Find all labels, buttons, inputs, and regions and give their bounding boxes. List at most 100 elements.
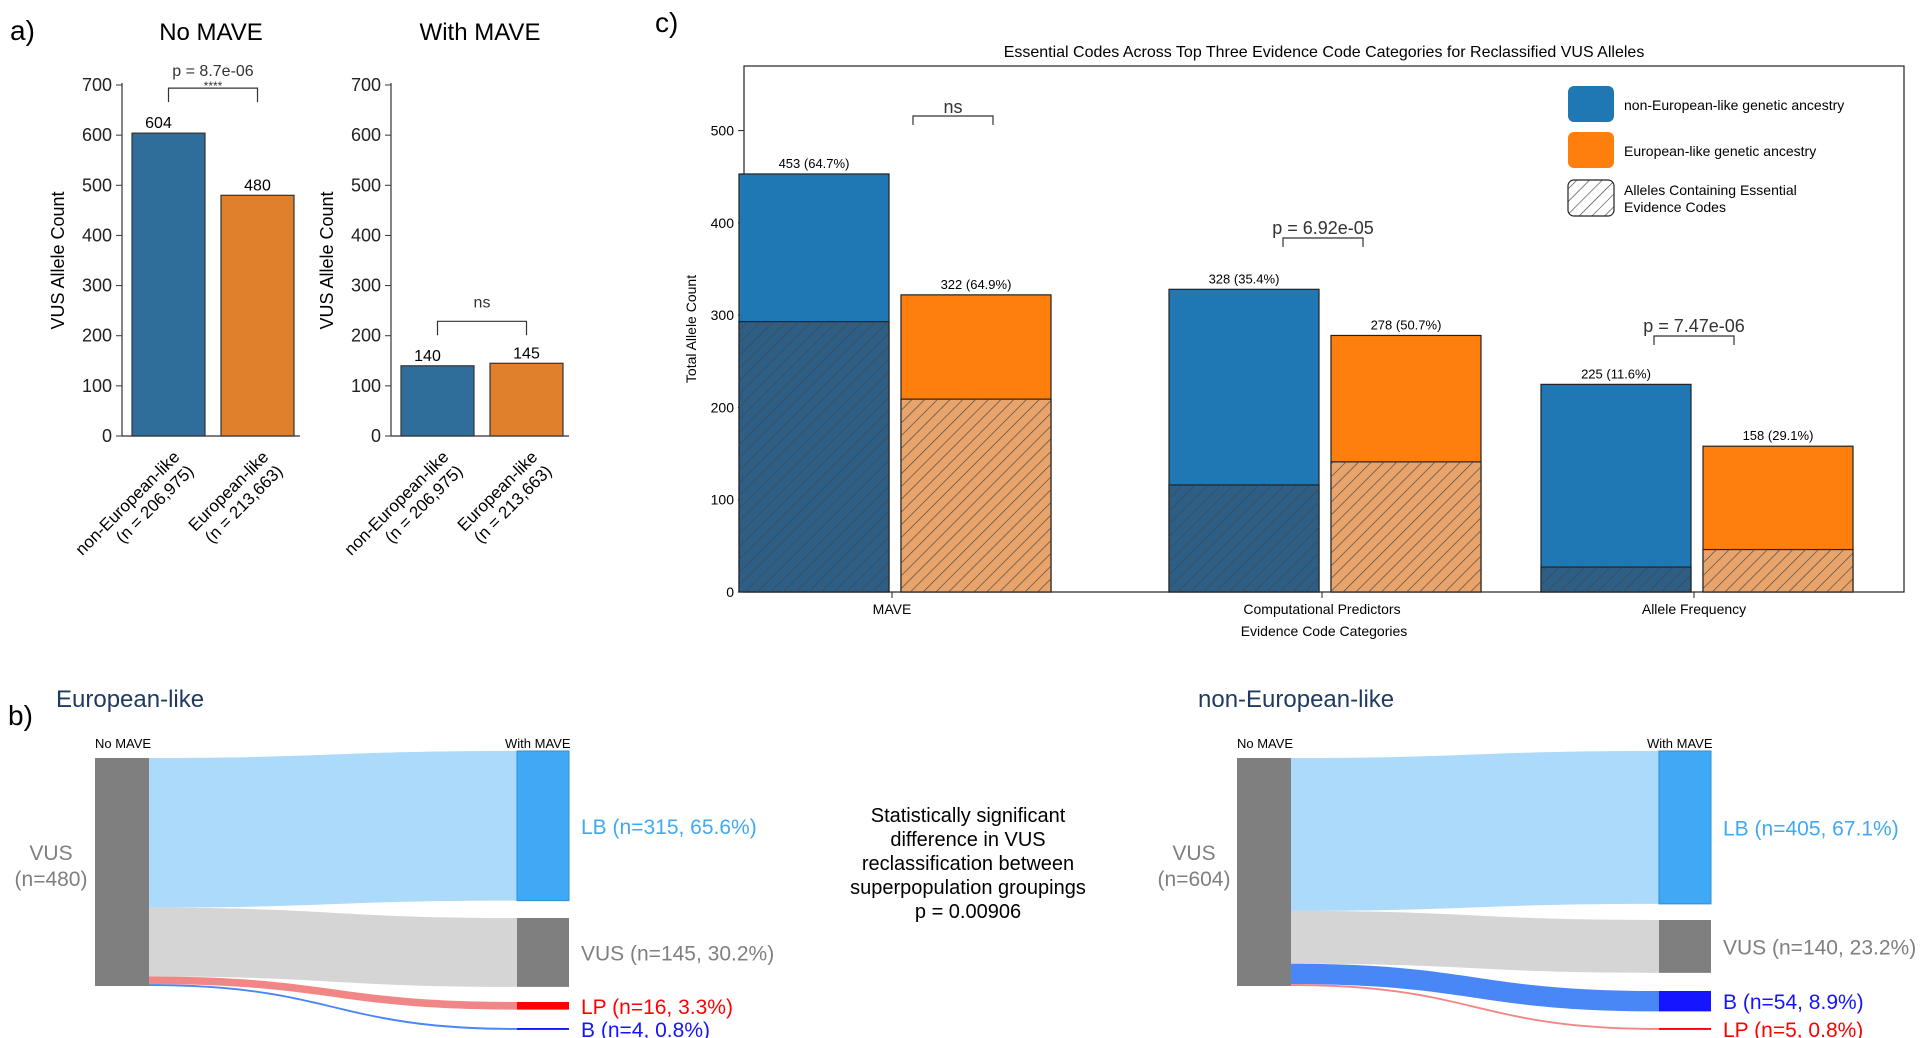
no-mave-bar-1 xyxy=(220,194,295,437)
c-y-tick-label: 0 xyxy=(726,584,734,600)
with-mave-y-tick-label: 100 xyxy=(351,376,381,396)
b-non-european-node-lp xyxy=(1659,1028,1711,1030)
with-mave-y-tick-label: 600 xyxy=(351,125,381,145)
with-mave-y-tick-label: 500 xyxy=(351,175,381,195)
b-non-european-flow-vus xyxy=(1291,910,1659,973)
c-essential-hatch-1-0 xyxy=(1169,484,1319,592)
b-non-european-label-b: B (n=54, 8.9%) xyxy=(1723,991,1864,1014)
c-bar-2-0 xyxy=(1540,383,1692,593)
c-title: Essential Codes Across Top Three Evidenc… xyxy=(1004,44,1645,61)
c-x-tick-label: Computational Predictors xyxy=(1243,601,1400,617)
b-european-label-lb: LB (n=315, 65.6%) xyxy=(581,816,757,839)
b-non-european-flow-lb xyxy=(1291,751,1659,911)
c-ns-label: ns xyxy=(943,97,962,117)
b-european-node-lb xyxy=(516,750,570,902)
c-essential-hatch-0-1 xyxy=(901,399,1051,592)
c-legend-swatch-1 xyxy=(1568,132,1614,168)
no-mave-p-value: p = 8.7e-06 xyxy=(172,63,254,80)
european-sankey: European-like No MAVE With MAVE LB (n=315, … xyxy=(15,686,775,1038)
b-european-left-header: No MAVE xyxy=(95,736,151,751)
b-non-european-node-lb xyxy=(1658,750,1712,905)
b-non-european-source-label: VUS (n=604) xyxy=(1158,842,1231,891)
no-mave-bar-label-0: 604 xyxy=(145,115,172,132)
c-legend-swatch-0 xyxy=(1568,86,1614,122)
c-x-tick-label: Allele Frequency xyxy=(1642,601,1746,617)
no-mave-y-tick-label: 300 xyxy=(82,276,112,296)
no-mave-stars: **** xyxy=(204,79,223,93)
b-non-european-node-b xyxy=(1659,991,1711,1012)
c-essential-hatch-2-1 xyxy=(1703,549,1853,592)
with-mave-bar-label-1: 145 xyxy=(513,345,540,362)
b-european-label-b: B (n=4, 0.8%) xyxy=(581,1019,710,1038)
c-legend-label-hatch: Alleles Containing Essential Evidence Cod… xyxy=(1624,182,1797,215)
c-y-label: Total Allele Count xyxy=(683,275,699,383)
with-mave-y-tick-label: 200 xyxy=(351,326,381,346)
c-p-af-label: p = 7.47e-06 xyxy=(1643,316,1745,336)
b-non-european-left-header: No MAVE xyxy=(1237,736,1293,751)
b-non-european-node-vus xyxy=(1659,920,1711,973)
with-mave-significance-bracket xyxy=(436,320,528,336)
c-p-af-bracket xyxy=(1653,335,1735,345)
no-mave-y-tick-label: 200 xyxy=(82,326,112,346)
b-european-flow-lp xyxy=(149,976,517,1010)
c-bar-label-2-1: 158 (29.1%) xyxy=(1743,428,1814,443)
center-note-line-1: Statistically significant xyxy=(871,805,1066,827)
no-mave-significance-bracket xyxy=(167,87,259,103)
c-x-label: Evidence Code Categories xyxy=(1241,623,1408,639)
c-legend-label-0: non-European-like genetic ancestry xyxy=(1624,97,1844,113)
with-mave-y-tick-label: 0 xyxy=(371,426,381,446)
c-p-mave-comp-label: p = 6.92e-05 xyxy=(1272,218,1374,238)
non-european-sankey: non-European-like No MAVE With MAVE LB (n=4… xyxy=(1158,686,1917,1038)
no-mave-x-tick-label-1: European-like(n = 213,663) xyxy=(185,447,287,549)
b-non-european-label-vus: VUS (n=140, 23.2%) xyxy=(1723,936,1916,959)
no-mave-title: No MAVE xyxy=(159,19,263,46)
b-european-flow-lb xyxy=(149,751,517,908)
c-y-tick-label: 200 xyxy=(711,399,735,415)
no-mave-y-tick-label: 0 xyxy=(102,426,112,446)
with-mave-y-tick-label: 400 xyxy=(351,225,381,245)
no-mave-y-tick-label: 700 xyxy=(82,75,112,95)
c-essential-hatch-2-0 xyxy=(1541,567,1691,592)
with-mave-bar-0 xyxy=(400,365,475,437)
no-mave-bar-label-1: 480 xyxy=(244,177,271,194)
c-legend-label-1: European-like genetic ancestry xyxy=(1624,143,1816,159)
c-x-tick-label: MAVE xyxy=(873,601,912,617)
c-essential-hatch-0-0 xyxy=(739,321,889,592)
with-mave-bar-1 xyxy=(489,362,564,437)
c-bar-label-0-0: 453 (64.7%) xyxy=(779,156,850,171)
panel-label-c: c) xyxy=(655,7,678,38)
with-mave-x-tick-label-0: non-European-like(n = 206,975) xyxy=(341,447,467,573)
center-note-line-5: p = 0.00906 xyxy=(915,901,1021,923)
no-mave-y-label: VUS Allele Count xyxy=(48,191,68,329)
c-y-tick-label: 500 xyxy=(711,123,735,139)
with-mave-y-label: VUS Allele Count xyxy=(317,191,337,329)
with-mave-y-tick-label: 300 xyxy=(351,276,381,296)
b-non-european-flow-b xyxy=(1291,963,1659,1012)
b-european-label-lp: LP (n=16, 3.3%) xyxy=(581,996,733,1019)
no-mave-bar-chart: No MAVE 0 100 200 300 400 500 600 700 VUS Allele … xyxy=(48,19,300,559)
b-european-node-lp xyxy=(517,1002,569,1010)
with-mave-bar-label-0: 140 xyxy=(414,348,441,365)
b-non-european-right-header: With MAVE xyxy=(1647,736,1713,751)
panel-label-a: a) xyxy=(10,15,35,46)
b-european-node-b xyxy=(517,1028,569,1030)
c-y-tick-label: 100 xyxy=(711,492,735,508)
panel-label-b: b) xyxy=(8,700,33,731)
c-legend-swatch-hatch xyxy=(1567,179,1615,217)
no-mave-bar-0 xyxy=(131,132,206,437)
c-bar-label-1-1: 278 (50.7%) xyxy=(1371,317,1442,332)
no-mave-y-tick-label: 100 xyxy=(82,376,112,396)
c-bar-label-0-1: 322 (64.9%) xyxy=(941,277,1012,292)
b-european-title: European-like xyxy=(56,686,204,713)
c-essential-hatch-1-1 xyxy=(1331,461,1481,592)
b-non-european-flow-lp xyxy=(1291,984,1659,1030)
b-non-european-title: non-European-like xyxy=(1198,686,1394,713)
b-non-european-source-node xyxy=(1237,758,1291,986)
b-european-flow-vus xyxy=(149,907,517,987)
c-bar-label-2-0: 225 (11.6%) xyxy=(1581,366,1651,381)
no-mave-y-tick-label: 500 xyxy=(82,175,112,195)
b-non-european-label-lp: LP (n=5, 0.8%) xyxy=(1723,1019,1863,1038)
with-mave-x-tick-label-1: European-like(n = 213,663) xyxy=(454,447,556,549)
center-note-line-3: reclassification between xyxy=(862,853,1074,875)
